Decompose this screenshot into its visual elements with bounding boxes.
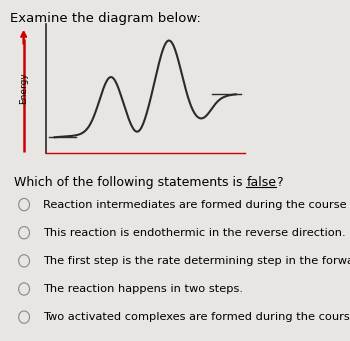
Text: Energy: Energy xyxy=(19,73,28,104)
Text: Two activated complexes are formed during the course of this reaction.: Two activated complexes are formed durin… xyxy=(43,312,350,322)
Text: This reaction is endothermic in the reverse direction.: This reaction is endothermic in the reve… xyxy=(43,228,345,238)
Text: The reaction happens in two steps.: The reaction happens in two steps. xyxy=(43,284,243,294)
Text: ?: ? xyxy=(276,176,283,189)
Text: false: false xyxy=(246,176,276,189)
Text: The first step is the rate determining step in the forward direction.: The first step is the rate determining s… xyxy=(43,256,350,266)
Text: Examine the diagram below:: Examine the diagram below: xyxy=(10,12,201,25)
Text: Which of the following statements is: Which of the following statements is xyxy=(14,176,246,189)
Text: Reaction intermediates are formed during the course of this reaction.: Reaction intermediates are formed during… xyxy=(43,199,350,210)
